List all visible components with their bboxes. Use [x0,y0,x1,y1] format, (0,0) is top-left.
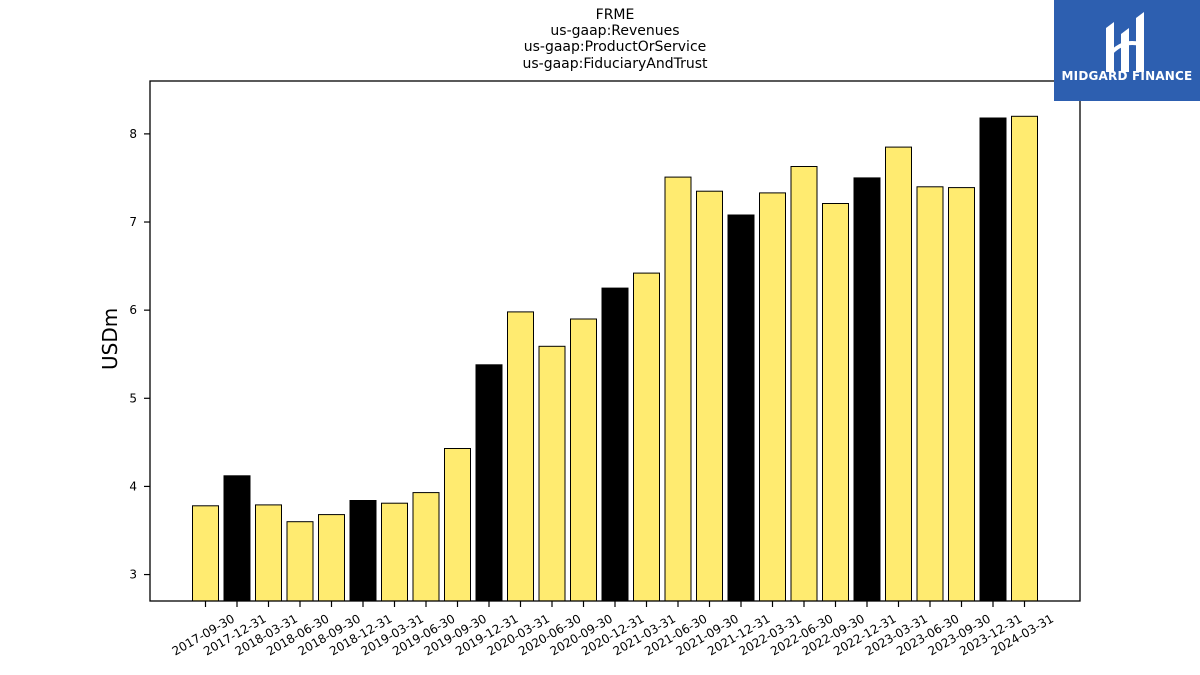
y-tick-label-3: 3 [129,568,137,582]
bar-2022-09-30 [822,203,849,602]
chart-title-line-3: us-gaap:ProductOrService [523,39,707,55]
logo-text: MIDGARD FINANCE [1061,69,1193,83]
bar-2022-06-30 [790,166,818,602]
bar-2023-12-31 [979,117,1007,602]
bar-2024-03-31 [1011,115,1038,602]
bar-2017-12-31 [223,475,251,602]
bar-2021-06-30 [664,176,692,602]
bar-2023-03-31 [885,146,912,602]
bar-2017-09-30 [192,505,219,602]
bar-2019-12-31 [475,364,503,602]
chart-title-line-1: FRME [595,7,635,23]
bar-2020-09-30 [570,318,597,602]
y-tick-label-8: 8 [129,127,137,141]
bar-2021-12-31 [727,214,755,602]
logo-mark-icon [1106,12,1144,72]
bar-2018-12-31 [349,500,377,602]
bar-2020-06-30 [538,345,566,602]
chart-title-line-4: us-gaap:FiduciaryAndTrust [522,56,708,72]
y-tick-label-7: 7 [129,215,137,229]
midgard-finance-logo: MIDGARD FINANCE [1054,0,1200,101]
y-tick-label-6: 6 [129,303,137,317]
bar-2018-06-30 [286,521,314,602]
bar-2022-03-31 [759,192,786,602]
bar-2023-09-30 [948,187,975,602]
bar-2023-06-30 [916,186,944,602]
y-tick-label-4: 4 [129,479,137,493]
chart-title-line-2: us-gaap:Revenues [550,23,680,39]
bar-2021-03-31 [633,272,660,602]
bar-2019-03-31 [381,502,408,602]
bar-2018-09-30 [318,514,345,602]
bar-2022-12-31 [853,177,881,602]
y-tick-label-5: 5 [129,391,137,405]
bar-2020-03-31 [507,311,534,602]
bar-2018-03-31 [255,504,282,602]
bar-2020-12-31 [601,287,629,602]
bar-2019-09-30 [444,448,471,602]
bar-2019-06-30 [412,492,440,602]
bar-2021-09-30 [696,190,723,602]
